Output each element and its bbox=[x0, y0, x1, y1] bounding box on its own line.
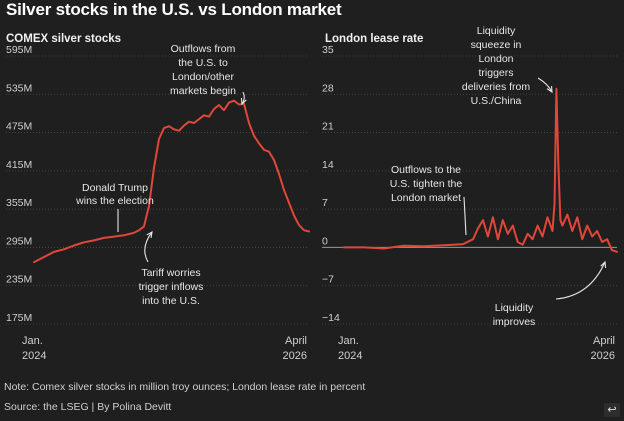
annotation-tariff-arrowhead bbox=[146, 230, 153, 239]
annotation-liquidity-text: Liquidity bbox=[495, 302, 534, 314]
right-ytick-label: 28 bbox=[322, 82, 334, 94]
right-series-line bbox=[343, 87, 618, 253]
right-xtick-label: April bbox=[593, 335, 615, 347]
left-ytick-label: 175M bbox=[6, 312, 32, 324]
annotation-outflows-text: Outflows from bbox=[171, 43, 236, 55]
annotation-tariff-arrow bbox=[144, 231, 153, 263]
right-ytick-label: 0 bbox=[322, 235, 328, 247]
annotation-tariff-text: into the U.S. bbox=[142, 295, 200, 307]
annotation-outflows-london-text: London market bbox=[391, 192, 461, 204]
right-xtick-label: 2026 bbox=[591, 350, 615, 362]
left-ytick-label: 235M bbox=[6, 274, 32, 286]
left-ytick-label: 295M bbox=[6, 235, 32, 247]
left-ytick-label: 415M bbox=[6, 159, 32, 171]
left-ytick-label: 535M bbox=[6, 82, 32, 94]
annotation-outflows-arrowhead bbox=[240, 97, 247, 106]
annotation-squeeze-arrow bbox=[537, 77, 553, 93]
annotation-outflows-text: the U.S. to bbox=[178, 57, 228, 69]
annotation-squeeze-text: Liquidity bbox=[477, 25, 516, 37]
annotation-squeeze-text: triggers bbox=[478, 67, 513, 79]
exit-fullscreen-icon[interactable]: ↩ bbox=[604, 403, 620, 417]
annotation-tariff-text: trigger inflows bbox=[139, 281, 204, 293]
annotation-outflows-london-leader bbox=[463, 196, 467, 236]
annotation-outflows-london-text: Outflows to the bbox=[391, 164, 461, 176]
annotation-outflows-text: London/other bbox=[172, 71, 234, 83]
right-ytick-label: 35 bbox=[322, 44, 334, 56]
left-ytick-label: 475M bbox=[6, 121, 32, 133]
left-xtick-label: 2026 bbox=[283, 350, 307, 362]
right-xtick-label: Jan. bbox=[338, 335, 359, 347]
chart-title: Silver stocks in the U.S. vs London mark… bbox=[6, 0, 342, 19]
annotation-squeeze-arrowhead bbox=[546, 85, 553, 94]
annotation-outflows-london-text: U.S. tighten the bbox=[390, 178, 463, 190]
annotation-squeeze-text: squeeze in bbox=[471, 39, 522, 51]
annotation-liquidity-arrowhead bbox=[600, 260, 607, 269]
annotation-outflows-text: markets begin bbox=[170, 85, 236, 97]
left-xtick-label: 2024 bbox=[22, 350, 46, 362]
annotation-squeeze-text: London bbox=[478, 53, 513, 65]
right-panel-title: London lease rate bbox=[325, 33, 424, 45]
left-xtick-label: Jan. bbox=[22, 335, 43, 347]
left-series-line bbox=[33, 99, 310, 264]
right-ytick-label: 21 bbox=[322, 121, 334, 133]
left-xtick-label: April bbox=[285, 335, 307, 347]
annotation-liquidity-text: improves bbox=[493, 316, 536, 328]
annotation-squeeze-text: U.S./China bbox=[471, 95, 522, 107]
source-line: Source: the LSEG | By Polina Devitt bbox=[4, 401, 172, 413]
right-ytick-label: −7 bbox=[322, 274, 334, 286]
annotation-squeeze-text: deliveries from bbox=[462, 81, 531, 93]
annotation-liquidity-arrow bbox=[555, 261, 606, 300]
annotation-trump-text: wins the election bbox=[75, 195, 154, 207]
right-ytick-label: 7 bbox=[322, 197, 328, 209]
left-ytick-label: 355M bbox=[6, 197, 32, 209]
footnote: Note: Comex silver stocks in million tro… bbox=[4, 381, 366, 393]
right-ytick-label: −14 bbox=[322, 312, 340, 324]
left-panel-title: COMEX silver stocks bbox=[6, 33, 122, 45]
annotation-tariff-text: Tariff worries bbox=[141, 267, 200, 279]
right-ytick-label: 14 bbox=[322, 159, 334, 171]
right-xtick-label: 2024 bbox=[338, 350, 362, 362]
left-ytick-label: 595M bbox=[6, 44, 32, 56]
annotation-trump-text: Donald Trump bbox=[82, 182, 148, 194]
